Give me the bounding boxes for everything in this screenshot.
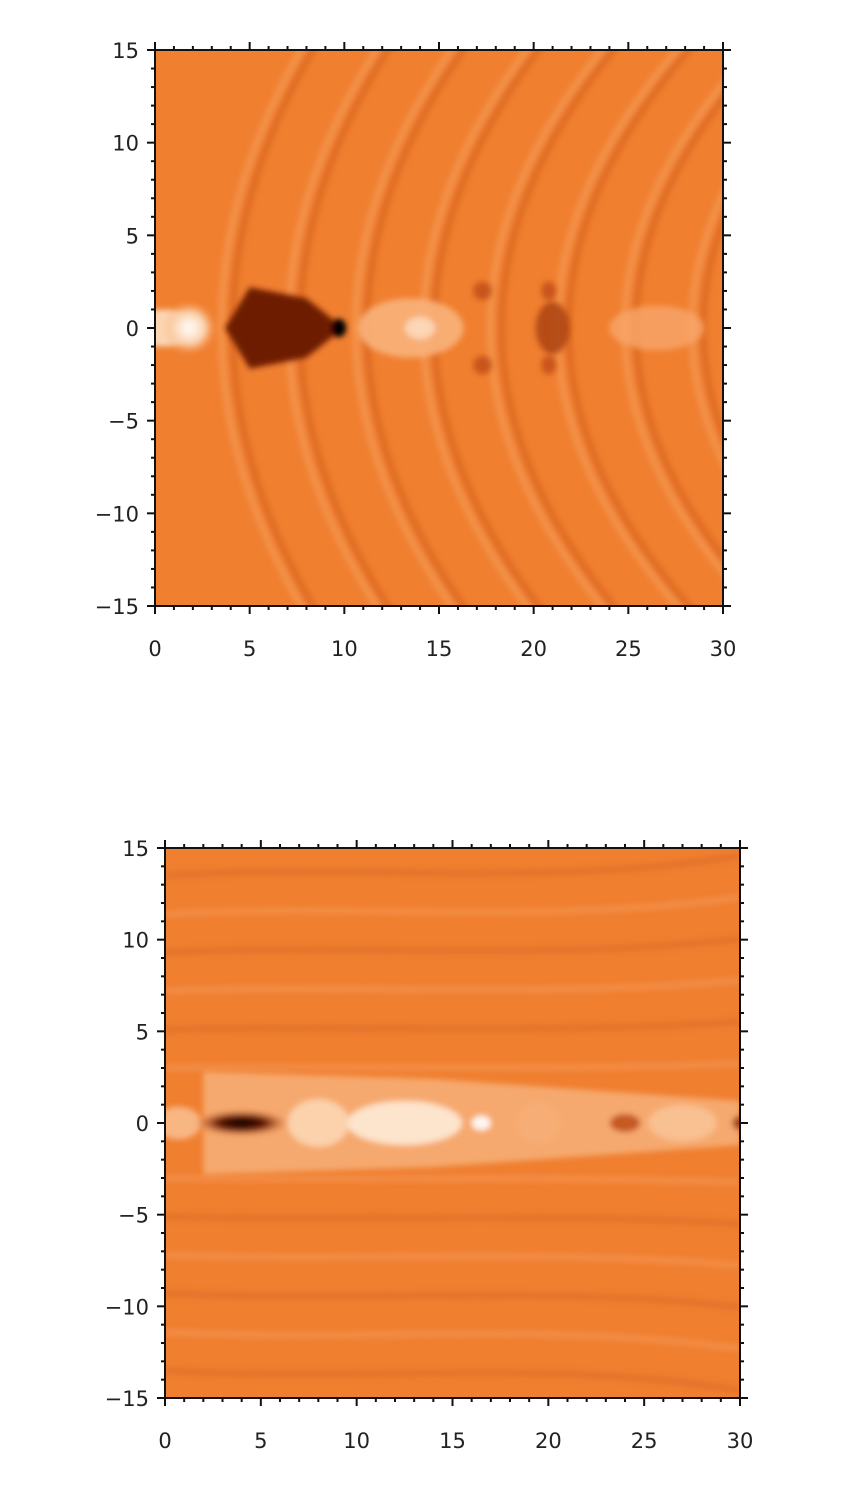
- heatmap-feature: [165, 1106, 202, 1140]
- x-tick-label: 15: [439, 1429, 466, 1453]
- x-tick-label: 30: [727, 1429, 754, 1453]
- jet-structures: [165, 1071, 740, 1175]
- wave-front: [165, 1175, 740, 1186]
- x-tick-label: 5: [254, 1429, 267, 1453]
- y-tick-label: −5: [108, 410, 139, 434]
- wave-front: [165, 852, 740, 879]
- heatmap-feature: [347, 1101, 463, 1145]
- heatmap-field: [165, 848, 740, 1398]
- x-tick-label: 25: [615, 637, 642, 661]
- y-tick-label: 10: [122, 929, 149, 953]
- axis-ticks: [157, 840, 748, 1406]
- heatmap-feature: [287, 1099, 350, 1147]
- y-tick-label: 15: [112, 39, 139, 63]
- heatmap-feature: [473, 281, 493, 301]
- wave-front: [165, 1213, 740, 1227]
- heatmap-feature: [404, 316, 436, 340]
- heatmap-feature: [162, 302, 216, 354]
- wave-front: [486, 50, 607, 606]
- wave-front: [165, 1252, 740, 1269]
- wave-front: [165, 935, 740, 956]
- wave-front: [165, 1290, 740, 1311]
- heatmap-feature: [535, 302, 570, 354]
- heatmap-feature: [203, 1071, 740, 1175]
- y-tick-label: 5: [126, 224, 139, 248]
- heatmap-panel-2: 0 5 10 15 20 25 30 15 10 5 0 −5 −10 −15: [105, 837, 754, 1453]
- y-tick-label: 0: [136, 1112, 149, 1136]
- wave-front: [165, 894, 740, 917]
- x-tick-label: 20: [520, 637, 547, 661]
- wave-front: [165, 1367, 740, 1394]
- x-tick-label: 0: [148, 637, 161, 661]
- wave-front: [770, 41, 850, 616]
- heatmap-feature: [648, 1104, 717, 1142]
- y-tick-label: −10: [105, 1295, 149, 1319]
- wave-front: [217, 50, 306, 606]
- wave-front: [165, 977, 740, 994]
- x-tick-label: 5: [243, 637, 256, 661]
- y-tick-label: −10: [95, 502, 139, 526]
- x-tick-label: 30: [710, 637, 737, 661]
- y-tick-label: 5: [136, 1020, 149, 1044]
- wave-front: [165, 1329, 740, 1352]
- heatmap-feature: [732, 1115, 740, 1131]
- wave-front: [165, 1060, 740, 1071]
- wave-front: [165, 1019, 740, 1033]
- x-tick-label: 10: [343, 1429, 370, 1453]
- x-tick-label: 0: [158, 1429, 171, 1453]
- heatmap-feature: [471, 1115, 491, 1131]
- y-tick-label: 10: [112, 132, 139, 156]
- axis-ticks: [147, 42, 731, 614]
- heatmap-feature: [609, 1113, 641, 1133]
- x-tick-label: 25: [631, 1429, 658, 1453]
- x-tick-label: 15: [426, 637, 453, 661]
- heatmap-feature: [541, 281, 557, 301]
- wave-front: [759, 41, 850, 616]
- wave-front: [352, 50, 456, 606]
- heatmap-feature: [473, 355, 493, 375]
- heatmap-feature: [225, 287, 337, 369]
- heatmap-feature: [517, 1102, 560, 1144]
- heatmap-feature: [541, 355, 557, 375]
- y-tick-label: −5: [118, 1204, 149, 1228]
- heatmap-panel-1: 0 5 10 15 20 25 30 15 10 5 0 −5 −10 −15: [95, 39, 850, 661]
- heatmap-feature: [609, 305, 705, 351]
- heatmap-field: [155, 41, 850, 616]
- heatmap-feature: [195, 1110, 288, 1136]
- y-tick-label: 0: [126, 317, 139, 341]
- y-tick-label: −15: [105, 1387, 149, 1411]
- x-tick-label: 10: [331, 637, 358, 661]
- heatmap-feature: [331, 318, 347, 338]
- jet-structures: [155, 281, 705, 375]
- wave-front: [498, 50, 618, 606]
- y-tick-label: 15: [122, 837, 149, 861]
- y-tick-label: −15: [95, 595, 139, 619]
- x-tick-label: 20: [535, 1429, 562, 1453]
- wave-structures: [165, 852, 740, 1394]
